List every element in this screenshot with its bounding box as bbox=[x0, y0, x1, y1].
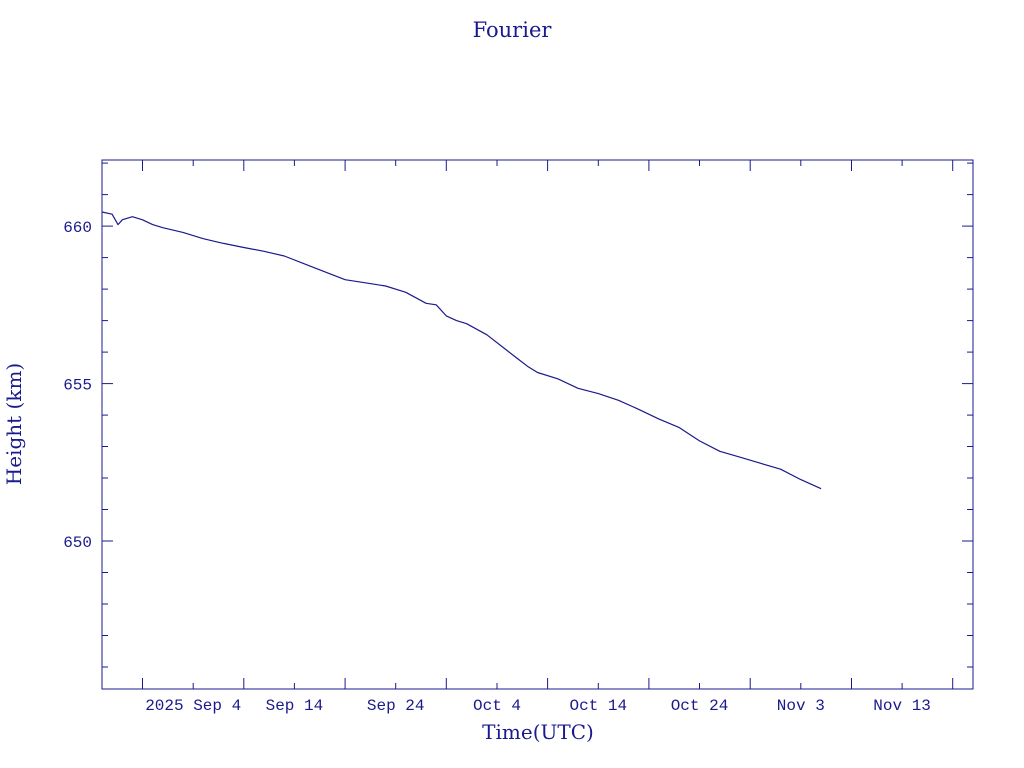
x-tick-label: Oct 4 bbox=[473, 697, 521, 715]
axis-ticks bbox=[102, 160, 973, 689]
x-tick-label: Sep 14 bbox=[266, 697, 324, 715]
plot-frame bbox=[101, 159, 974, 690]
x-tick-label: Oct 14 bbox=[569, 697, 627, 715]
x-tick-label: Oct 24 bbox=[671, 697, 729, 715]
chart-title: Fourier bbox=[473, 18, 553, 42]
y-tick-labels: 660 655 650 bbox=[63, 219, 92, 552]
series-lines bbox=[101, 211, 822, 490]
x-tick-label: Nov 3 bbox=[777, 697, 825, 715]
y-tick-label: 650 bbox=[63, 534, 92, 552]
y-axis-label: Height (km) bbox=[2, 363, 26, 485]
x-tick-label: Nov 13 bbox=[873, 697, 931, 715]
x-tick-label: 2025 Sep 4 bbox=[145, 697, 241, 715]
y-tick-label: 660 bbox=[63, 219, 92, 237]
x-tick-labels: 2025 Sep 4 Sep 14 Sep 24 Oct 4 Oct 14 Oct 24 N… bbox=[145, 697, 931, 715]
x-axis-label: Time(UTC) bbox=[482, 720, 594, 744]
y-tick-label: 655 bbox=[63, 377, 92, 395]
x-tick-label: Sep 24 bbox=[367, 697, 425, 715]
series-line bbox=[101, 211, 822, 490]
